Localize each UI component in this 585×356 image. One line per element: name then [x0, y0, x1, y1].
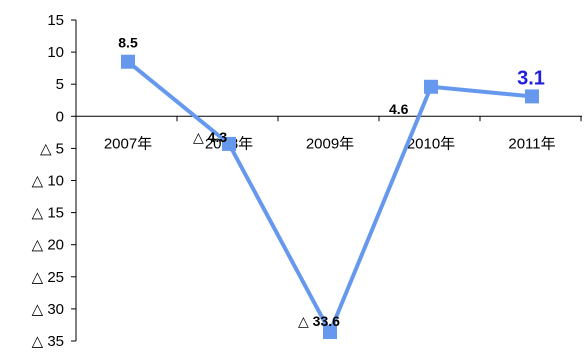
series-line: [126, 60, 533, 335]
y-tick-label: △ 35: [32, 333, 64, 350]
data-label: △ 33.6: [298, 313, 340, 329]
y-tick-label: △ 30: [32, 301, 64, 318]
x-axis-categories: 2007年2008年2009年2010年2011年: [75, 116, 582, 152]
series-markers: [121, 54, 539, 340]
y-axis-ticks: 15 10 5 0 △ 5 △ 10 △ 15 △ 20 △ 25 △ 30 △ 35: [32, 12, 76, 350]
data-point: [121, 54, 135, 69]
x-tick-label: 2011年: [508, 135, 555, 152]
y-tick-label: 10: [47, 44, 64, 61]
data-label: △ 4.3: [193, 129, 227, 145]
data-point: [323, 325, 337, 340]
data-label: 4.6: [389, 101, 409, 117]
x-tick-label: 2010年: [407, 135, 455, 152]
data-point: [525, 89, 539, 104]
data-label: 3.1: [517, 67, 545, 89]
y-tick-label: 5: [56, 76, 64, 93]
y-tick-label: △ 15: [32, 205, 64, 222]
y-tick-label: 0: [56, 108, 64, 125]
x-tick-label: 2007年: [104, 135, 152, 152]
y-tick-label: 15: [47, 12, 64, 29]
y-tick-label: △ 10: [32, 173, 64, 190]
x-tick-label: 2009年: [306, 135, 354, 152]
data-point: [424, 79, 438, 94]
data-label: 8.5: [118, 35, 138, 51]
y-tick-label: △ 25: [32, 269, 64, 286]
series-line-path: [126, 60, 533, 335]
chart-axes: [75, 20, 582, 341]
y-tick-label: △ 20: [32, 237, 64, 254]
y-tick-label: △ 5: [40, 140, 64, 157]
data-point: [222, 136, 236, 151]
data-labels: 8.5 △ 4.3 △ 33.6 4.6 3.1: [118, 35, 545, 329]
